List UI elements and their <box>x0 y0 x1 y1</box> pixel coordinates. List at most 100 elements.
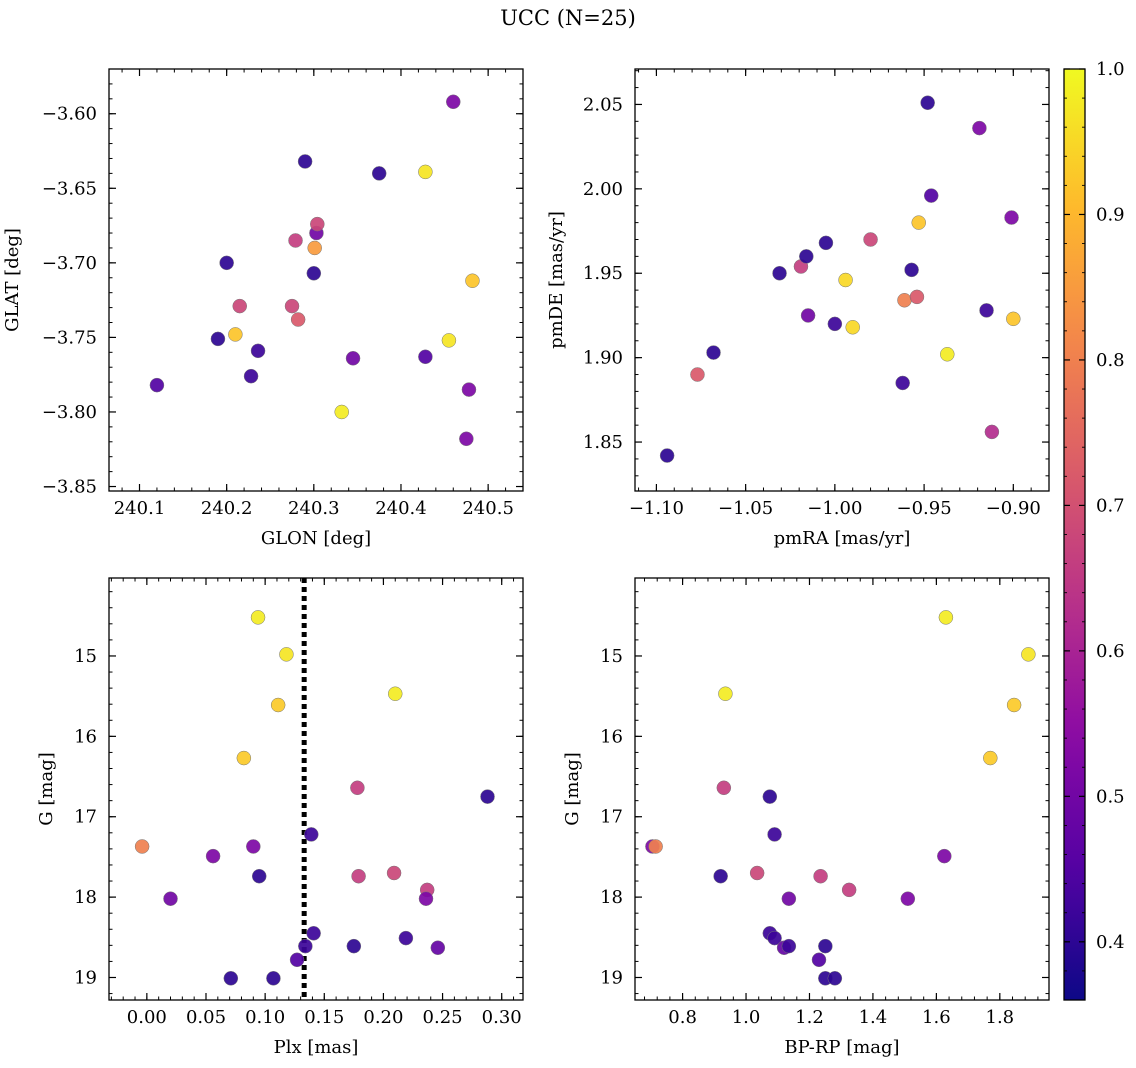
y-tick-label: 15 <box>600 646 623 667</box>
x-tick-label: 240.3 <box>288 498 340 519</box>
axes-frame <box>108 577 524 1001</box>
x-tick-label: 0.30 <box>482 1007 522 1028</box>
data-point <box>920 95 935 111</box>
x-tick-label: 240.2 <box>201 498 253 519</box>
data-point <box>781 891 797 906</box>
x-tick-label: −1.10 <box>629 498 684 519</box>
data-point <box>386 865 402 881</box>
data-point <box>863 232 878 247</box>
data-point <box>441 333 457 348</box>
data-point <box>236 750 252 766</box>
y-tick-label: 17 <box>600 807 623 828</box>
x-tick-label: −1.05 <box>718 498 773 519</box>
x-tick-label: 240.1 <box>114 498 166 519</box>
x-tick-label: −0.95 <box>897 498 952 519</box>
axes-frame <box>634 68 1050 492</box>
x-tick-label: 1.2 <box>795 1007 824 1028</box>
data-point <box>465 273 480 288</box>
y-tick-label: −3.85 <box>42 477 97 498</box>
data-point <box>246 839 261 854</box>
scatter-panel-2: −1.10 −1.05 −1.00 −0.95 −0.90 1.85 1.90 1.95 2.0… <box>546 68 1050 549</box>
data-point <box>480 789 495 804</box>
data-point <box>895 375 910 391</box>
data-point <box>827 971 843 986</box>
data-point <box>304 827 319 842</box>
data-point <box>940 347 955 362</box>
x-tick-label: 0.10 <box>245 1007 285 1028</box>
data-point <box>310 216 325 232</box>
data-point <box>334 404 349 420</box>
data-point <box>772 265 787 281</box>
y-tick-label: 1.85 <box>583 432 623 453</box>
data-point <box>838 272 853 288</box>
data-point <box>446 94 461 110</box>
data-point <box>904 262 919 278</box>
x-tick-label: −0.90 <box>986 498 1041 519</box>
data-point <box>297 154 313 169</box>
data-point <box>270 697 286 713</box>
data-point <box>289 952 305 968</box>
axes-frame <box>634 577 1050 1001</box>
data-point <box>461 382 477 397</box>
data-point <box>800 308 816 323</box>
data-point <box>767 827 782 842</box>
data-point <box>818 938 833 954</box>
y-tick-label: 16 <box>74 726 97 747</box>
data-point <box>430 940 446 956</box>
x-tick-label: 240.4 <box>375 498 427 519</box>
x-axis-label: BP-RP [mag] <box>784 1037 899 1058</box>
data-point <box>398 930 414 946</box>
data-point <box>279 647 294 662</box>
colorbar-tick-label: 0.4 <box>1096 932 1125 953</box>
data-point <box>232 298 247 314</box>
x-tick-label: 1.4 <box>859 1007 888 1028</box>
y-axis-label: G [mag] <box>562 752 583 825</box>
data-point <box>418 891 434 906</box>
data-point <box>418 164 433 180</box>
x-tick-label: 240.5 <box>462 498 514 519</box>
data-point <box>897 293 912 308</box>
y-axis-label: GLAT [deg] <box>2 228 23 332</box>
data-point <box>345 351 361 366</box>
data-point <box>813 868 828 884</box>
data-point <box>346 938 362 954</box>
data-point <box>134 839 150 854</box>
data-point <box>767 930 782 946</box>
x-axis-label: Plx [mas] <box>274 1037 359 1058</box>
data-point <box>713 868 728 884</box>
figure-title: UCC (N=25) <box>500 6 636 30</box>
y-tick-label: 1.90 <box>583 348 623 369</box>
x-axis-label: pmRA [mas/yr] <box>774 528 911 549</box>
data-point <box>827 316 843 332</box>
data-point <box>818 235 834 251</box>
data-point <box>706 345 721 360</box>
data-point <box>979 303 994 318</box>
data-point <box>811 952 827 968</box>
data-point <box>983 750 998 766</box>
data-point <box>459 431 474 447</box>
y-axis-label: G [mag] <box>36 752 57 825</box>
x-tick-label: 0.25 <box>423 1007 463 1028</box>
data-point <box>972 120 987 136</box>
data-point <box>716 780 732 796</box>
x-tick-label: −1.00 <box>807 498 862 519</box>
colorbar-tick-label: 0.5 <box>1096 786 1125 807</box>
data-point <box>290 312 306 327</box>
data-point <box>205 848 221 864</box>
x-tick-label: 0.00 <box>127 1007 167 1028</box>
data-point <box>845 320 860 335</box>
data-point <box>984 424 1000 440</box>
y-axis-label: pmDE [mas/yr] <box>546 211 567 349</box>
data-point <box>351 868 366 884</box>
data-point <box>284 298 300 314</box>
colorbar-tick-label: 1.0 <box>1096 59 1125 80</box>
x-tick-label: 0.15 <box>304 1007 344 1028</box>
y-tick-label: 2.00 <box>583 179 623 200</box>
colorbar-tick-label: 0.9 <box>1096 204 1125 225</box>
data-point <box>648 839 663 854</box>
data-point <box>659 448 675 463</box>
data-point <box>1006 311 1021 327</box>
data-point <box>306 926 321 941</box>
data-point <box>1006 697 1022 713</box>
y-tick-label: −3.60 <box>42 104 97 125</box>
